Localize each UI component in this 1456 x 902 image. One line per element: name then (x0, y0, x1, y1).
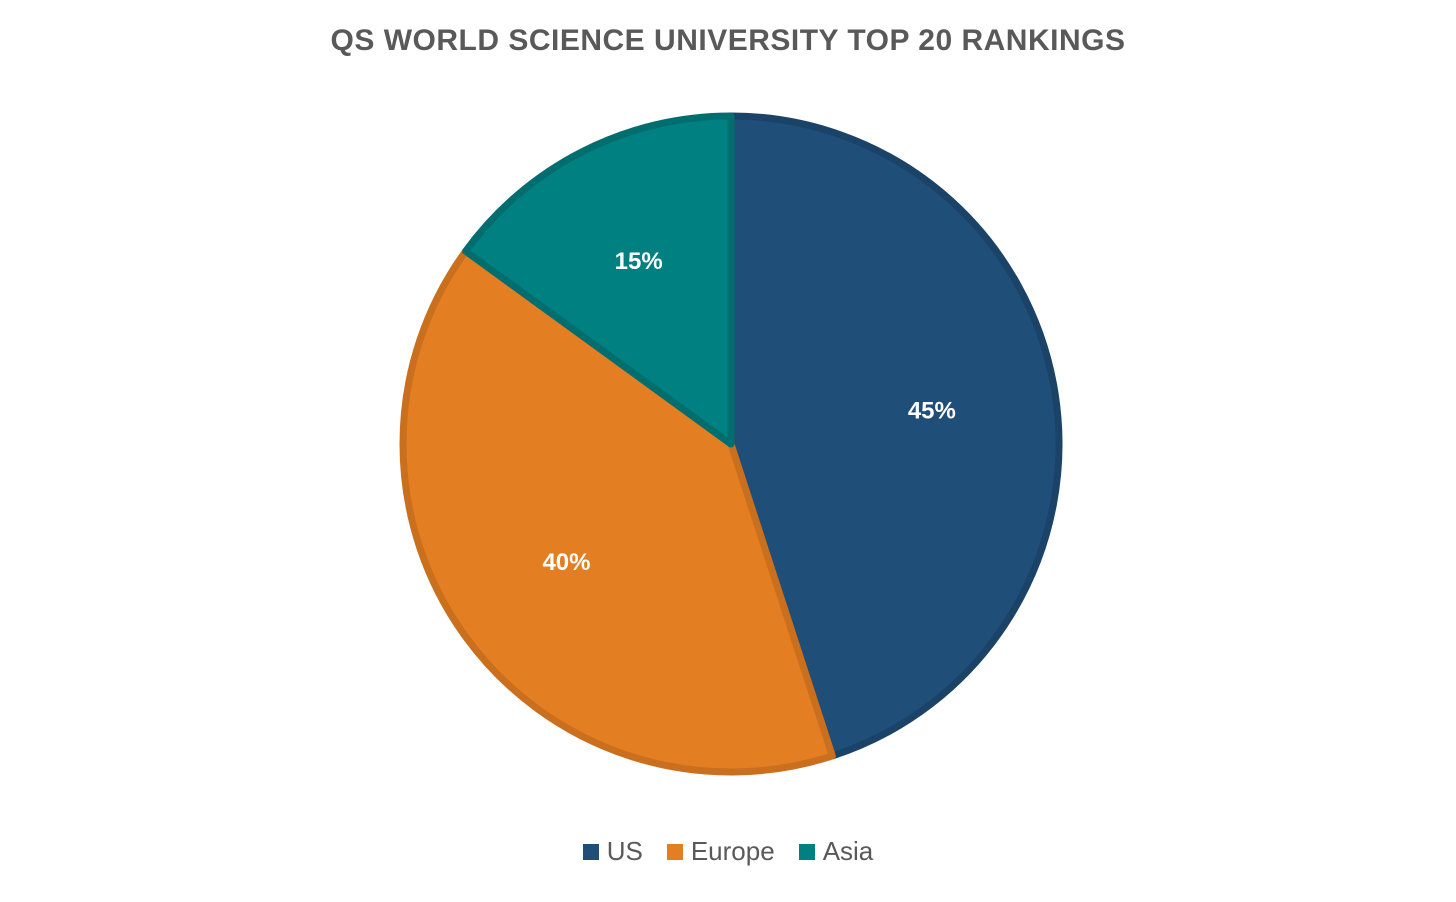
legend-label-europe: Europe (690, 836, 775, 866)
data-label-asia: 15% (615, 248, 663, 275)
legend-label-us: US (606, 836, 643, 866)
legend-swatch-europe (666, 843, 683, 860)
pie-slice-asia[interactable] (462, 112, 735, 448)
legend-label-asia: Asia (822, 836, 874, 866)
data-label-us: 45% (908, 398, 956, 425)
legend-swatch-us (582, 843, 599, 860)
legend-item-us[interactable]: US (582, 836, 643, 867)
data-label-europe: 40% (542, 549, 590, 576)
pie-slice-us[interactable] (727, 112, 1063, 760)
legend-swatch-asia (798, 843, 815, 860)
chart-title: QS WORLD SCIENCE UNIVERSITY TOP 20 RANKI… (330, 24, 1126, 57)
legend: US Europe Asia (0, 836, 1456, 867)
pie-slice-europe[interactable] (399, 247, 836, 776)
legend-item-europe[interactable]: Europe (666, 836, 775, 867)
legend-item-asia[interactable]: Asia (798, 836, 874, 867)
